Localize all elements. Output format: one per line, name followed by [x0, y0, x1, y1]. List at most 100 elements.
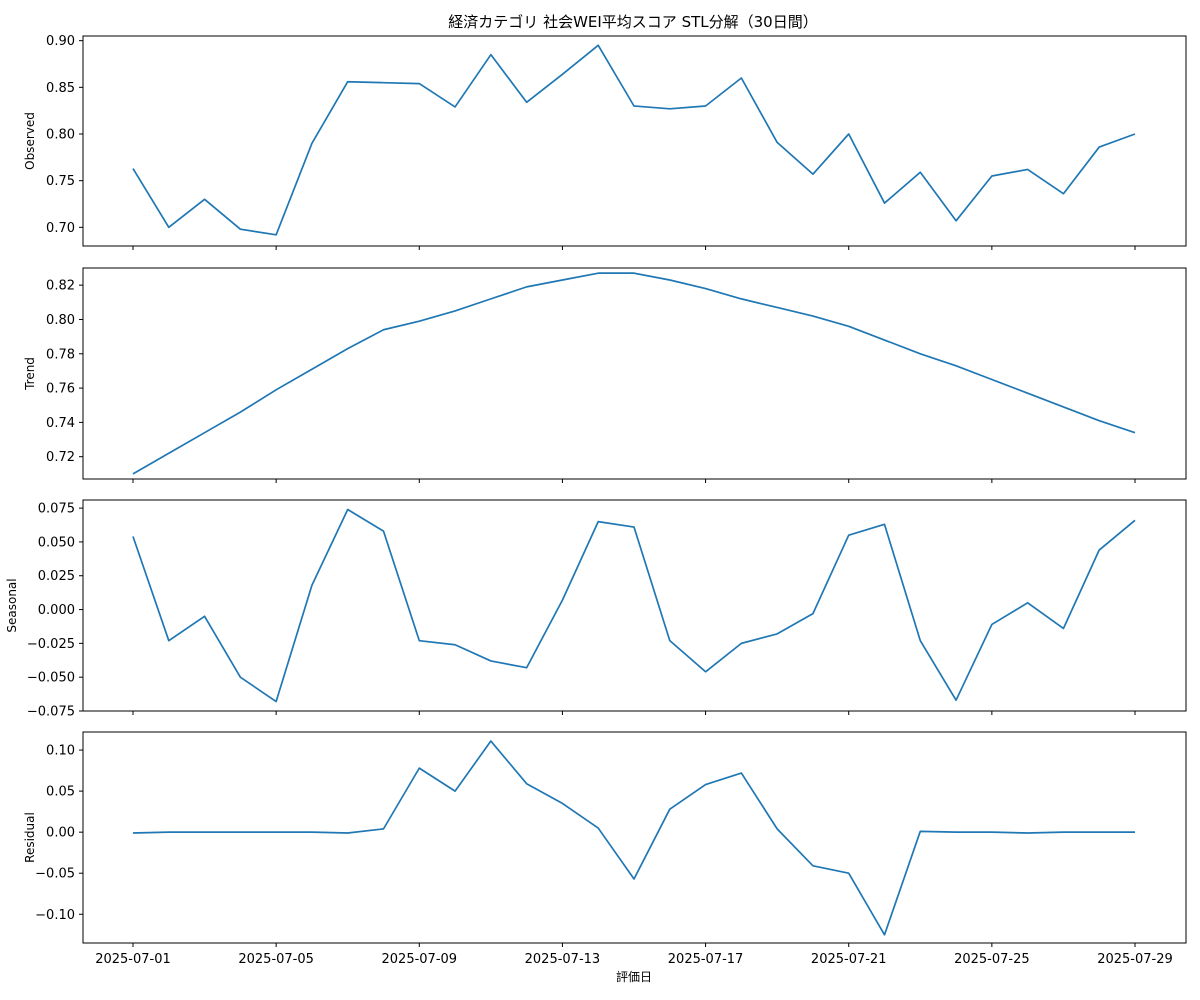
data-point-seasonal [132, 536, 134, 538]
data-point-seasonal [776, 633, 778, 635]
data-point-residual [168, 831, 170, 833]
y-tick-label-trend: 0.72 [46, 450, 75, 465]
data-point-residual [705, 784, 707, 786]
y-tick-label-seasonal: 0.050 [38, 535, 75, 550]
data-point-observed [955, 220, 957, 222]
data-point-seasonal [1062, 627, 1064, 629]
data-point-trend [561, 279, 563, 281]
data-point-seasonal [1134, 519, 1136, 521]
data-point-seasonal [919, 640, 921, 642]
y-axis-label-residual: Residual [23, 812, 37, 863]
data-point-trend [275, 389, 277, 391]
y-tick-label-seasonal: −0.075 [27, 705, 75, 720]
data-point-trend [848, 325, 850, 327]
y-tick-label-residual: −0.05 [35, 867, 75, 882]
data-point-seasonal [311, 584, 313, 586]
data-point-trend [1098, 420, 1100, 422]
y-tick-label-trend: 0.82 [46, 279, 75, 294]
data-point-observed [454, 106, 456, 108]
data-point-observed [418, 83, 420, 85]
data-point-observed [633, 105, 635, 107]
y-tick-label-seasonal: 0.000 [38, 603, 75, 618]
data-point-trend [490, 298, 492, 300]
y-tick-label-observed: 0.80 [46, 128, 75, 143]
y-tick-label-residual: 0.05 [46, 785, 75, 800]
data-point-trend [454, 310, 456, 312]
data-point-observed [991, 175, 993, 177]
data-point-seasonal [168, 640, 170, 642]
data-point-residual [275, 831, 277, 833]
data-point-seasonal [526, 667, 528, 669]
data-point-seasonal [633, 526, 635, 528]
data-point-observed [884, 202, 886, 204]
data-point-observed [526, 101, 528, 103]
y-axis-label-trend: Trend [23, 357, 37, 391]
data-point-seasonal [740, 642, 742, 644]
y-tick-label-seasonal: −0.050 [27, 671, 75, 686]
data-point-observed [347, 81, 349, 83]
data-point-residual [239, 831, 241, 833]
data-point-trend [884, 339, 886, 341]
data-point-trend [239, 411, 241, 413]
data-point-observed [311, 142, 313, 144]
panel-observed: 0.70 0.75 0.80 0.85 0.90 Observed [23, 34, 1187, 250]
data-point-observed [705, 105, 707, 107]
data-point-observed [597, 44, 599, 46]
panel-trend-frame [82, 267, 1187, 480]
panel-residual: −0.10 −0.05 0.00 0.05 0.10 2025-07-01 2025-07-… [23, 731, 1187, 967]
y-tick-label-trend: 0.76 [46, 382, 75, 397]
x-tick-label: 2025-07-21 [811, 952, 887, 967]
data-point-trend [1062, 406, 1064, 408]
data-point-seasonal [561, 599, 563, 601]
data-point-trend [347, 348, 349, 350]
data-point-residual [776, 828, 778, 830]
data-point-residual [418, 767, 420, 769]
data-point-observed [239, 228, 241, 230]
data-point-observed [812, 173, 814, 175]
data-point-trend [1027, 392, 1029, 394]
x-tick-label: 2025-07-05 [238, 952, 314, 967]
panels-layer: 0.70 0.75 0.80 0.85 0.90 Observed 0.72 0.74 0.76… [5, 34, 1187, 967]
x-tick-label: 2025-07-25 [954, 952, 1030, 967]
data-point-residual [1062, 831, 1064, 833]
y-tick-label-observed: 0.75 [46, 174, 75, 189]
x-tick-label: 2025-07-13 [525, 952, 601, 967]
panel-residual-frame [82, 731, 1187, 944]
data-point-trend [168, 452, 170, 454]
data-point-trend [132, 473, 134, 475]
data-point-trend [740, 298, 742, 300]
data-point-trend [776, 306, 778, 308]
data-point-trend [418, 320, 420, 322]
data-point-seasonal [848, 534, 850, 536]
y-tick-label-seasonal: 0.075 [38, 502, 75, 517]
data-point-seasonal [418, 640, 420, 642]
series-line-seasonal [132, 508, 1136, 703]
y-tick-label-trend: 0.74 [46, 416, 75, 431]
y-tick-label-observed: 0.70 [46, 221, 75, 236]
series-line-trend [132, 272, 1136, 475]
data-point-residual [884, 934, 886, 936]
x-tick-label: 2025-07-29 [1097, 952, 1173, 967]
data-point-observed [168, 226, 170, 228]
series-line-residual [132, 740, 1135, 936]
data-point-trend [1134, 432, 1136, 434]
data-point-observed [561, 73, 563, 75]
panel-seasonal-frame [82, 499, 1187, 712]
data-point-seasonal [991, 623, 993, 625]
panel-seasonal: −0.075 −0.050 −0.025 0.000 0.025 0.050 0.075 Se… [5, 499, 1187, 720]
y-tick-label-residual: −0.10 [35, 908, 75, 923]
data-point-residual [490, 740, 492, 742]
data-point-observed [669, 108, 671, 110]
x-tick-label: 2025-07-01 [95, 952, 171, 967]
data-point-seasonal [884, 523, 886, 525]
data-point-trend [526, 286, 528, 288]
data-point-observed [776, 141, 778, 143]
data-point-residual [848, 872, 850, 874]
data-point-observed [383, 82, 385, 84]
data-point-observed [132, 168, 134, 170]
data-point-residual [669, 808, 671, 810]
data-point-trend [633, 272, 635, 274]
x-tick-label: 2025-07-17 [668, 952, 744, 967]
